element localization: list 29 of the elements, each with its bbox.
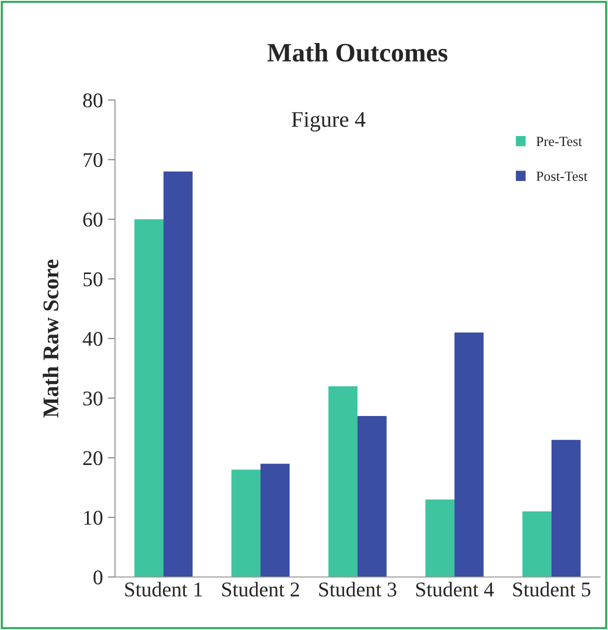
- y-tick-label: 40: [82, 332, 102, 346]
- bar: [134, 219, 164, 577]
- annotation: Figure 4: [292, 112, 366, 132]
- bar: [552, 440, 581, 577]
- x-tick-label: Student 2: [222, 582, 299, 597]
- bar: [231, 470, 260, 577]
- legend-label: Pre-Test: [536, 136, 582, 146]
- bar: [522, 511, 552, 577]
- x-tick-label: Student 1: [125, 582, 202, 597]
- bar: [164, 172, 193, 577]
- y-axis-title: Math Raw Score: [42, 260, 58, 418]
- y-tick-label: 10: [84, 510, 102, 525]
- x-tick-label: Student 3: [319, 582, 396, 597]
- y-tick-label: 50: [84, 272, 102, 286]
- bar: [260, 464, 290, 577]
- bar: [328, 386, 358, 577]
- y-tick-label: 30: [83, 392, 102, 406]
- bar: [358, 416, 387, 577]
- y-tick-label: 80: [83, 93, 102, 108]
- legend-label: Post-Test: [536, 172, 588, 181]
- y-tick-label: 0: [94, 570, 102, 584]
- y-tick-label: 70: [84, 153, 102, 168]
- y-tick-label: 20: [83, 451, 102, 466]
- x-tick-label: Student 5: [513, 582, 590, 597]
- chart-title: Math Outcomes: [267, 43, 448, 62]
- y-tick-label: 60: [83, 212, 102, 227]
- bar: [425, 499, 454, 577]
- x-tick-label: Student 4: [416, 582, 494, 597]
- bar: [454, 332, 484, 577]
